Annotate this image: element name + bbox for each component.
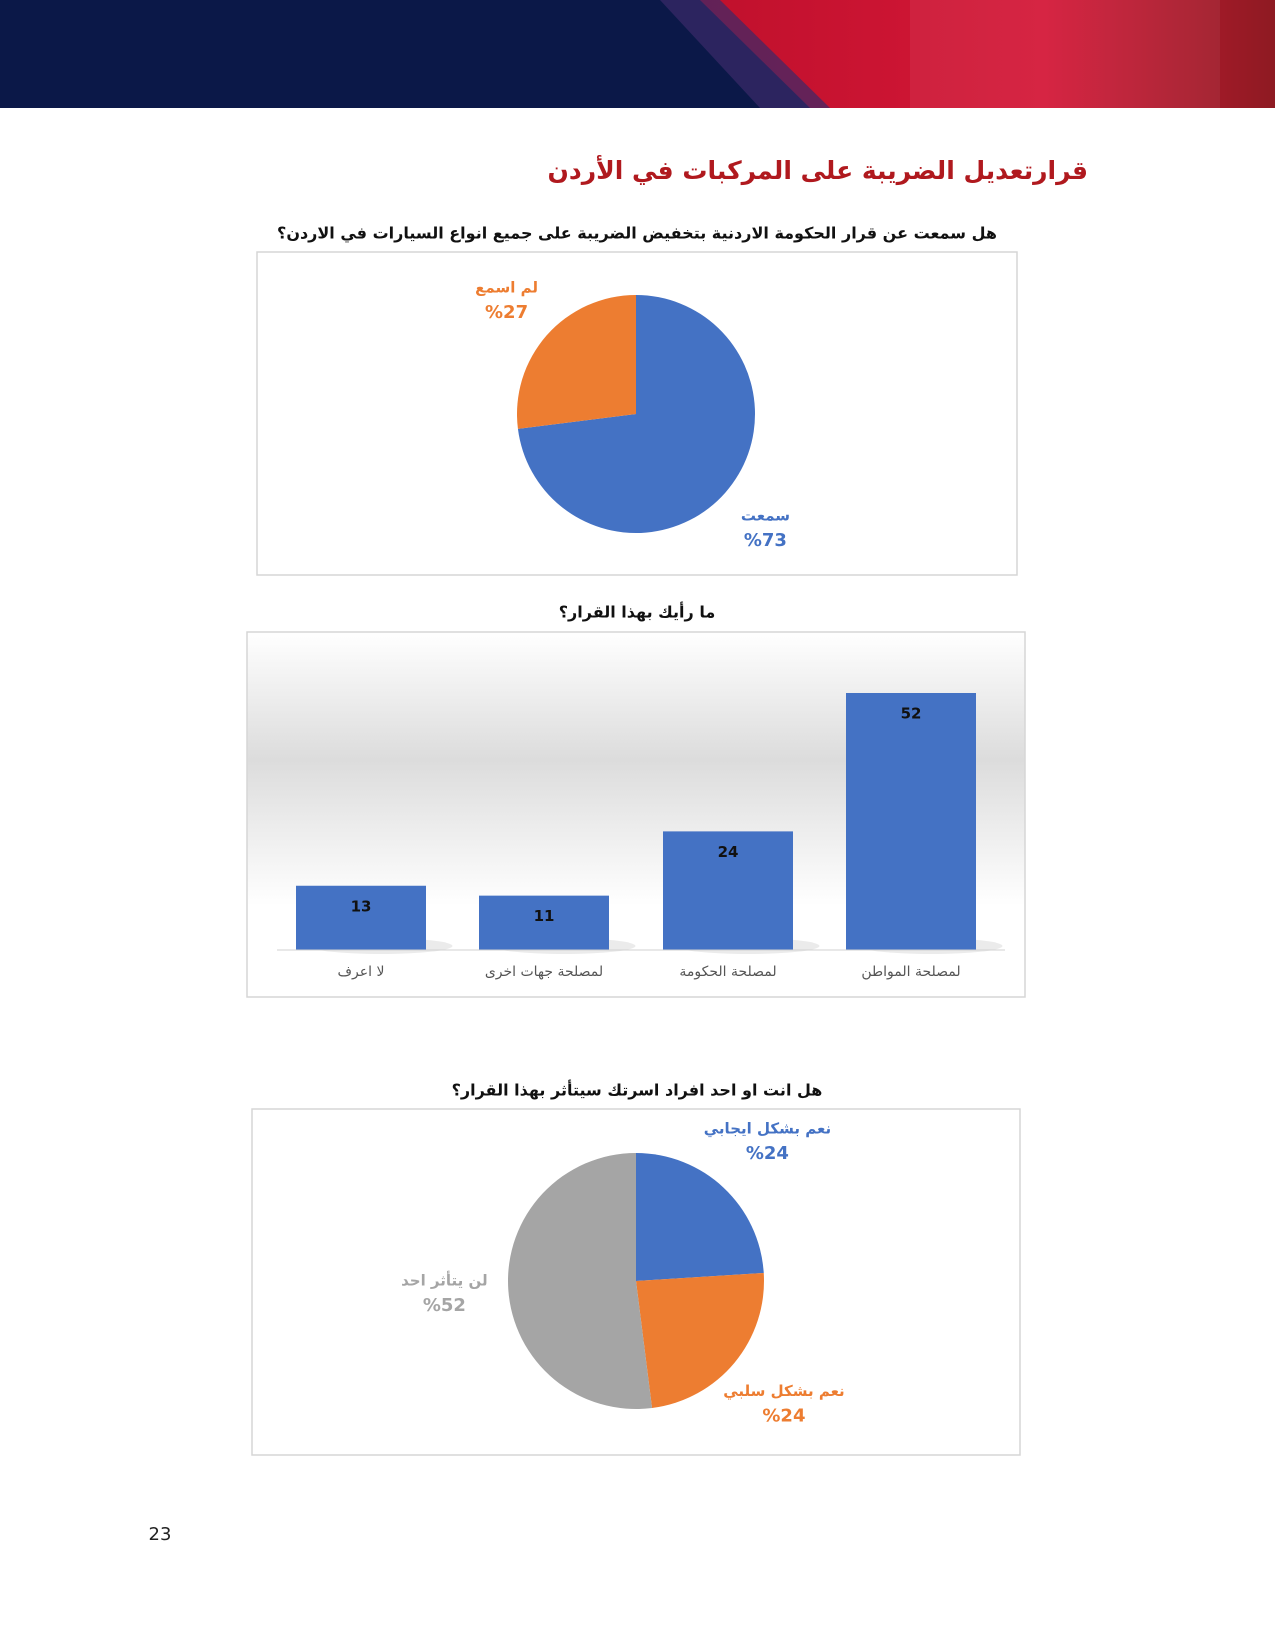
slice-category-label: لم اسمع bbox=[475, 278, 538, 296]
page-title: قرارتعديل الضريبة على المركبات في الأردن bbox=[548, 155, 1088, 186]
slice-category-label: لن يتأثر احد bbox=[401, 1271, 488, 1290]
slice-value-label: %52 bbox=[423, 1295, 466, 1316]
chart-title: هل سمعت عن قرار الحكومة الاردنية بتخفيض … bbox=[277, 224, 997, 244]
chart-title: هل انت او احد افراد اسرتك سيتأثر بهذا ال… bbox=[452, 1080, 823, 1100]
x-tick-label: لا اعرف bbox=[338, 964, 385, 980]
bar-value-label: 11 bbox=[534, 907, 555, 925]
slice-value-label: %27 bbox=[485, 302, 528, 323]
bar-value-label: 24 bbox=[718, 843, 739, 861]
bar bbox=[479, 895, 609, 950]
bar-value-label: 13 bbox=[351, 897, 372, 915]
pie-slice bbox=[517, 295, 755, 533]
pie-slice bbox=[508, 1153, 653, 1409]
pie-slice bbox=[517, 295, 636, 429]
slice-category-label: نعم بشكل سلبي bbox=[723, 1382, 845, 1400]
x-tick-label: لمصلحة المواطن bbox=[861, 964, 960, 980]
bar-value-label: 52 bbox=[901, 705, 922, 723]
header-banner bbox=[0, 0, 1275, 108]
chart-title: ما رأيك بهذا القرار؟ bbox=[559, 602, 715, 622]
slice-value-label: %24 bbox=[762, 1405, 805, 1426]
slice-category-label: نعم بشكل ايجابي bbox=[704, 1120, 831, 1138]
x-tick-label: لمصلحة جهات اخرى bbox=[485, 964, 603, 980]
pie-slice bbox=[636, 1153, 764, 1281]
x-tick-label: لمصلحة الحكومة bbox=[679, 964, 776, 980]
slice-category-label: سمعت bbox=[741, 507, 790, 525]
pie-slice bbox=[636, 1272, 764, 1408]
bar bbox=[296, 885, 426, 950]
page-number: 23 bbox=[149, 1524, 172, 1545]
slice-value-label: %24 bbox=[746, 1143, 789, 1164]
bar bbox=[663, 831, 793, 950]
bar bbox=[846, 693, 976, 950]
slice-value-label: %73 bbox=[744, 530, 787, 551]
